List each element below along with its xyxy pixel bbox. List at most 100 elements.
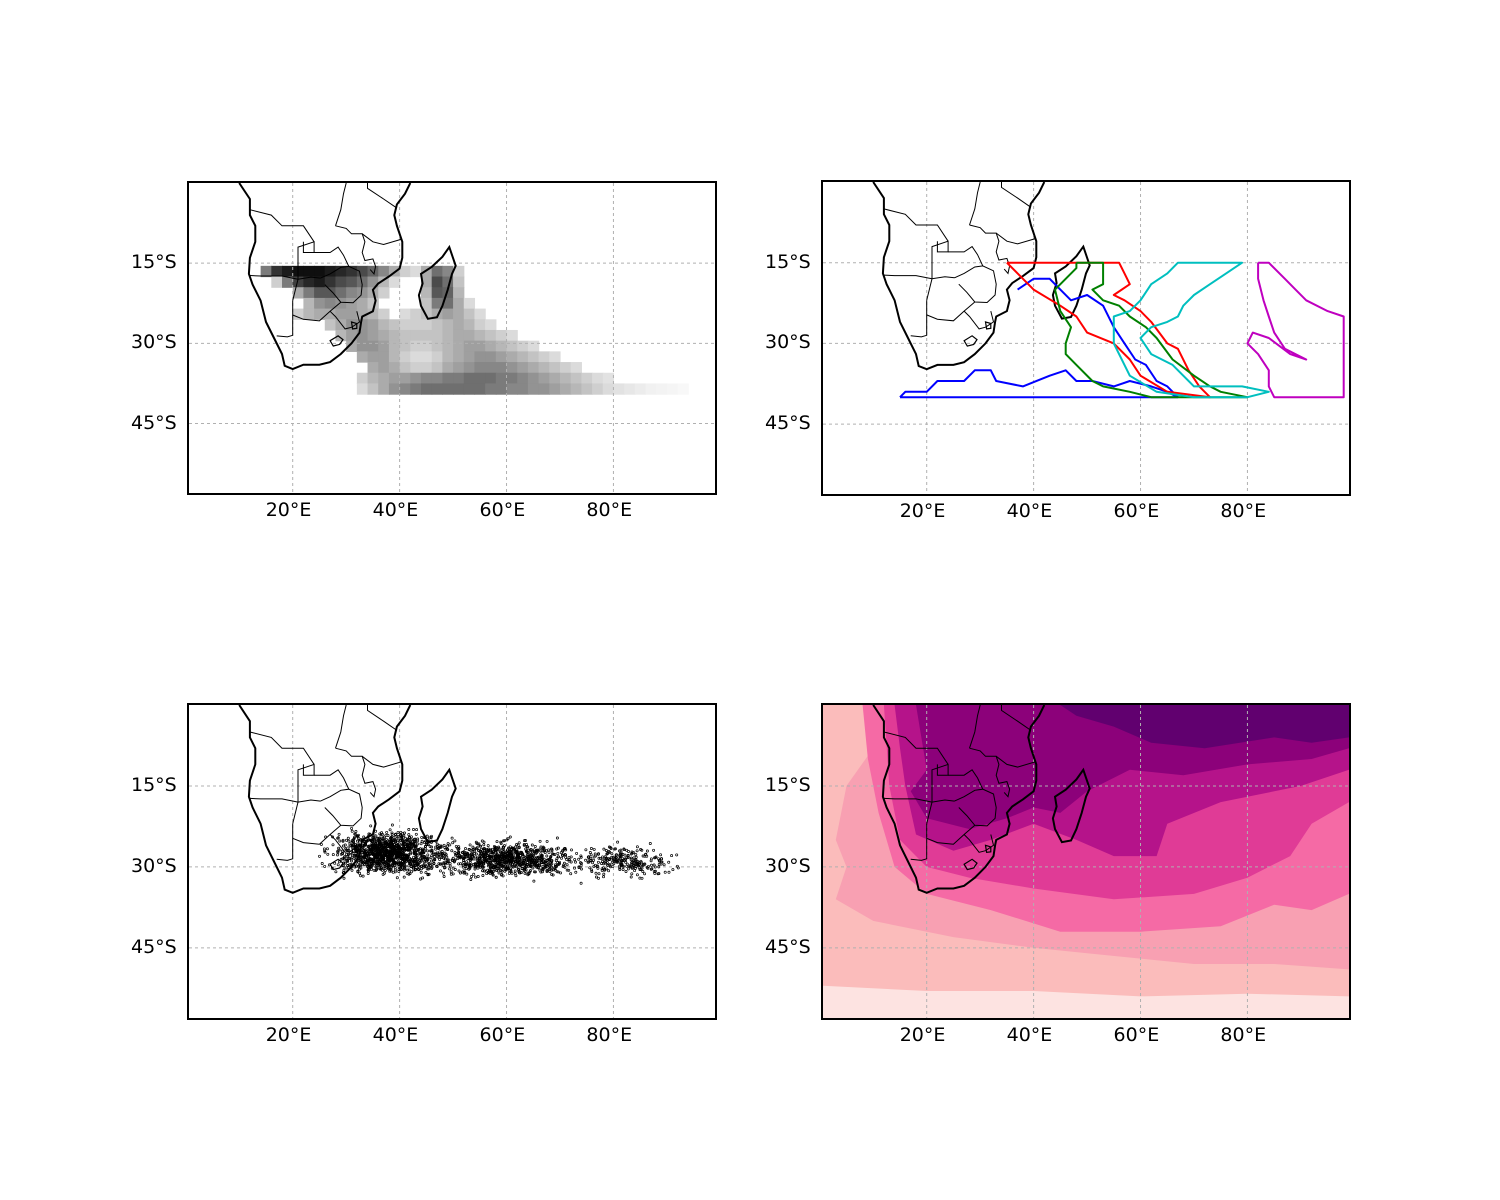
scatter-point [358, 871, 362, 875]
density-cell [367, 372, 379, 385]
density-cell [634, 383, 647, 395]
scatter-point [587, 858, 591, 862]
scatter-point [495, 840, 499, 844]
scatter-point [640, 876, 644, 880]
country-border [969, 705, 981, 749]
coastline-madagascar [1051, 244, 1091, 320]
scatter-point [386, 851, 390, 855]
scatter-point [361, 858, 365, 862]
scatter-point [474, 852, 478, 856]
scatter-point [416, 839, 419, 843]
scatter-point [472, 872, 476, 876]
scatter-point [626, 867, 630, 871]
scatter-point [392, 858, 396, 862]
scatter-point [481, 853, 485, 857]
density-cell [527, 351, 540, 363]
scatter-point [476, 875, 480, 878]
scatter-point [477, 849, 480, 852]
scatter-point [359, 849, 363, 853]
scatter-point [641, 863, 645, 867]
scatter-point [394, 861, 397, 865]
scatter-point [601, 857, 605, 861]
scatter-point [360, 860, 364, 864]
scatter-point [398, 839, 402, 842]
density-cell [314, 308, 326, 320]
scatter-point [453, 839, 457, 843]
scatter-point [498, 863, 502, 867]
border-lesotho [329, 335, 344, 347]
scatter-point [605, 852, 609, 856]
scatter-point [503, 861, 507, 865]
scatter-point [505, 851, 509, 855]
density-cell [453, 329, 465, 342]
scatter-point [535, 863, 539, 867]
density-cell [356, 319, 369, 331]
scatter-point [484, 855, 488, 859]
scatter-point [373, 859, 377, 863]
scatter-point [610, 855, 614, 859]
x-tick-label: 20°E [265, 499, 312, 521]
scatter-point [379, 867, 383, 871]
scatter-point [618, 868, 622, 871]
density-cell [517, 351, 529, 363]
scatter-point [476, 864, 480, 868]
scatter-point [586, 860, 590, 864]
scatter-point [355, 848, 359, 852]
scatter-point [485, 872, 489, 876]
scatter-point [416, 858, 420, 862]
country-border [335, 747, 377, 798]
scatter-point [412, 859, 416, 863]
scatter-point [349, 857, 353, 861]
density-cell [613, 383, 625, 395]
density-cell [346, 287, 358, 299]
scatter-point [470, 875, 473, 878]
scatter-point [401, 854, 405, 858]
scatter-point [536, 849, 540, 853]
map-frame-bottom-left [187, 703, 717, 1020]
scatter-point [354, 830, 358, 833]
scatter-point [675, 864, 679, 868]
density-cell [549, 351, 561, 363]
country-border [297, 241, 315, 280]
density-cell [367, 362, 379, 374]
scatter-point [648, 842, 652, 845]
scatter-point [482, 847, 486, 851]
density-cell [356, 351, 369, 363]
density-cell [282, 276, 294, 288]
scatter-point [641, 854, 645, 858]
scatter-point [497, 855, 501, 859]
scatter-point [354, 858, 358, 862]
scatter-point [458, 871, 462, 875]
density-cell [399, 329, 411, 342]
scatter-point [529, 848, 533, 851]
scatter-point [574, 870, 578, 874]
scatter-point [327, 863, 331, 867]
scatter-point [533, 850, 536, 854]
scatter-point [430, 867, 433, 870]
border-eswatini [984, 844, 992, 853]
scatter-point [390, 833, 394, 836]
scatter-point [425, 834, 429, 838]
scatter-point [517, 841, 521, 845]
density-cell [463, 319, 476, 331]
scatter-point [396, 831, 400, 835]
scatter-point [541, 870, 544, 874]
scatter-point [396, 855, 399, 859]
scatter-point [342, 870, 346, 874]
scatter-point [366, 865, 369, 869]
scatter-point [540, 867, 544, 871]
scatter-point [424, 839, 428, 843]
density-cell [442, 276, 454, 288]
scatter-point [409, 858, 413, 861]
density-cell [506, 351, 518, 363]
scatter-point [325, 847, 329, 851]
scatter-point [597, 876, 600, 880]
scatter-point [407, 868, 411, 872]
scatter-point [373, 840, 377, 844]
density-cell [282, 265, 294, 278]
scatter-point [565, 863, 569, 867]
scatter-point [464, 847, 467, 851]
scatter-point [634, 858, 638, 862]
scatter-point [524, 849, 528, 853]
density-cell [538, 351, 550, 363]
